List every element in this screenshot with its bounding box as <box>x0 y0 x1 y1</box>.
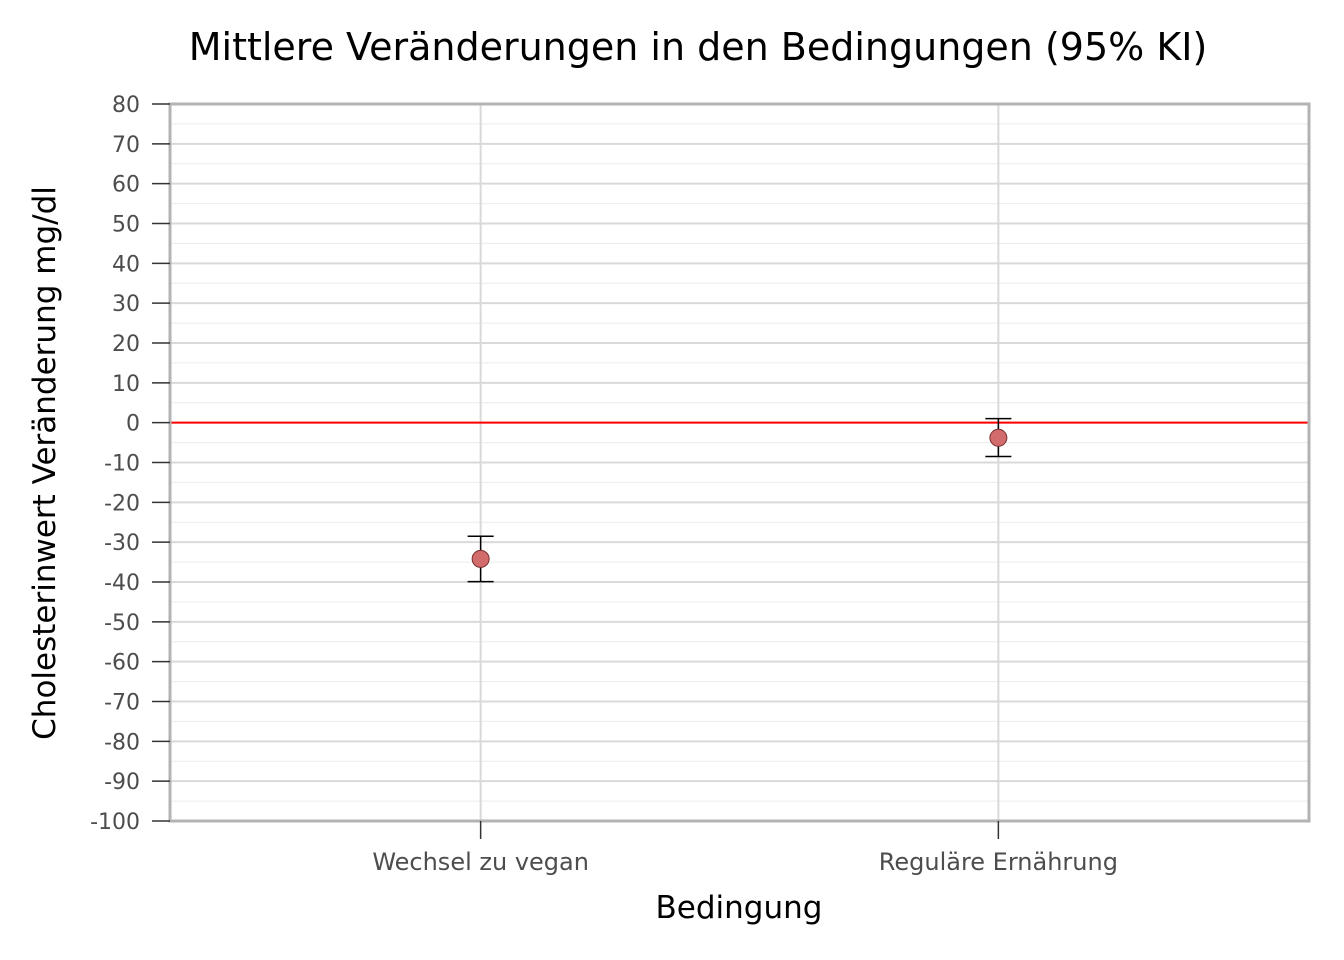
y-tick-label: 30 <box>112 292 140 317</box>
grid-layer <box>170 103 1309 822</box>
y-tick-label: -60 <box>104 651 140 676</box>
x-axis-title: Bedingung <box>656 890 823 926</box>
y-tick-label: -30 <box>104 531 140 556</box>
y-tick-label: -20 <box>104 491 140 516</box>
y-tick-label: -90 <box>104 770 140 795</box>
data-point <box>471 549 490 568</box>
x-tick-label: Wechsel zu vegan <box>372 848 589 876</box>
y-tick-label: 40 <box>112 252 140 277</box>
axis-layer: 80 70 60 50 40 30 20 10 0 -10 -20 -30 -40 -50 -60 -70 -8… <box>90 93 1311 876</box>
y-tick-label: -70 <box>104 691 140 716</box>
y-tick-label: 80 <box>112 93 140 118</box>
y-tick-label: 20 <box>112 332 140 357</box>
y-tick-label: 10 <box>112 372 140 397</box>
y-tick-label: -80 <box>104 730 140 755</box>
y-axis-title: Cholesterinwert Veränderung mg/dl <box>27 186 63 740</box>
y-tick-label: 0 <box>126 412 140 437</box>
data-point <box>989 428 1008 447</box>
y-tick-label: 60 <box>112 173 140 198</box>
data-marks-layer <box>467 417 1012 583</box>
chart-title: Mittlere Veränderungen in den Bedingunge… <box>189 25 1208 69</box>
y-tick-label: -40 <box>104 571 140 596</box>
x-tick-label: Reguläre Ernährung <box>879 848 1118 876</box>
y-tick-label: 70 <box>112 133 140 158</box>
y-tick-label: -50 <box>104 611 140 636</box>
y-tick-label: -10 <box>104 452 140 477</box>
y-tick-label: 50 <box>112 213 140 238</box>
y-tick-label: -100 <box>90 810 140 835</box>
